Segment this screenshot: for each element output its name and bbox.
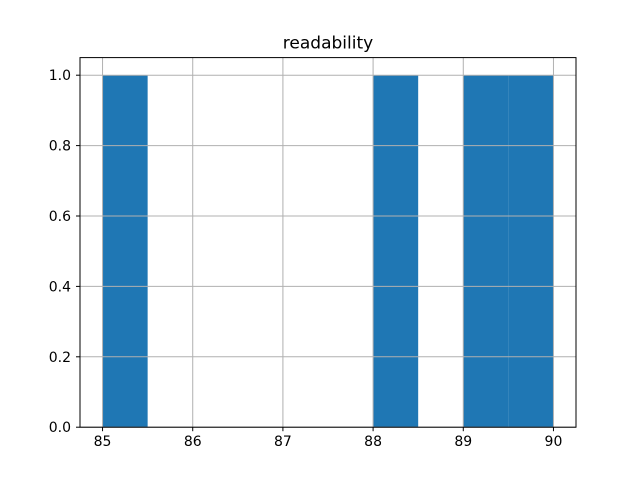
chart-title: readability <box>283 34 373 54</box>
x-tick-label: 90 <box>545 434 563 450</box>
bars-layer <box>102 75 554 428</box>
x-tick-label: 89 <box>454 434 472 450</box>
y-tick-label: 1.0 <box>49 68 71 84</box>
plot-border <box>79 57 577 428</box>
histogram-bar <box>508 75 554 428</box>
axes-spines <box>79 57 577 428</box>
histogram-bar <box>102 75 148 428</box>
x-tick-label: 86 <box>184 434 202 450</box>
y-tick-label: 0.8 <box>49 139 71 155</box>
y-tick-label: 0.2 <box>49 350 71 366</box>
ticks-layer <box>76 74 554 432</box>
y-tick-label: 0.6 <box>49 209 71 225</box>
x-tick-label: 85 <box>94 434 112 450</box>
tick-labels-layer: 85 86 87 88 89 90 0.0 0.2 0.4 0.6 0.8 1.0 <box>49 68 563 450</box>
y-tick-label: 0.4 <box>49 279 71 295</box>
histogram-bar <box>373 75 419 428</box>
x-tick-label: 87 <box>274 434 292 450</box>
x-tick-label: 88 <box>364 434 382 450</box>
y-tick-label: 0.0 <box>49 420 71 436</box>
histogram-bar <box>463 75 509 428</box>
